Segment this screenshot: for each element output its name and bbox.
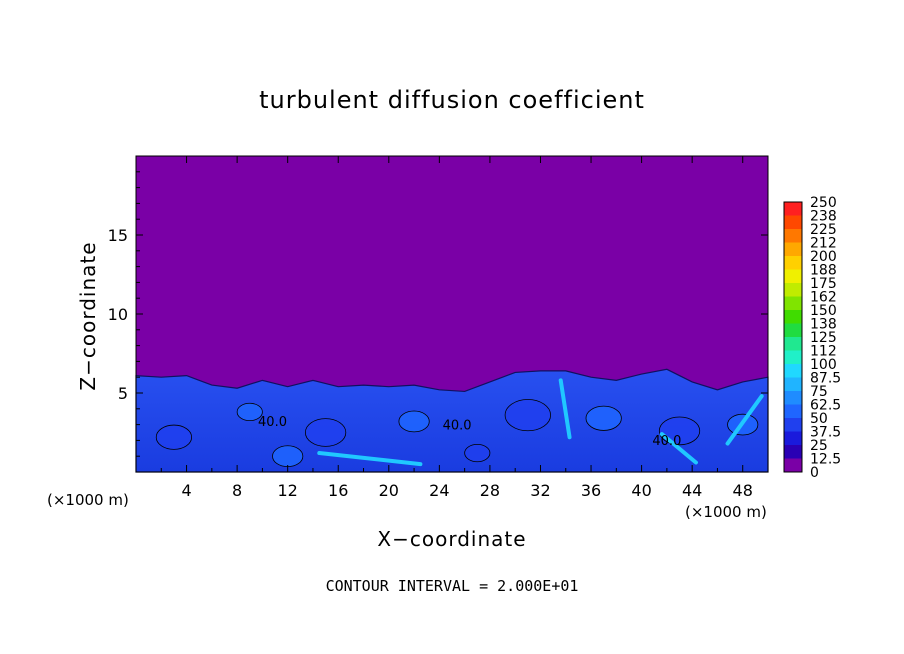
colorbar-label: 238 bbox=[810, 209, 837, 225]
colorbar-label: 200 bbox=[810, 249, 837, 265]
colorbar-swatch bbox=[784, 296, 802, 310]
high-value-streak bbox=[725, 394, 764, 446]
colorbar-swatch bbox=[784, 418, 802, 432]
x-tick-label: 4 bbox=[181, 481, 191, 500]
contour-label: 40.0 bbox=[652, 434, 681, 449]
contour-blob bbox=[464, 443, 491, 463]
colorbar-label: 62.5 bbox=[810, 398, 841, 414]
colorbar-label: 75 bbox=[810, 384, 828, 400]
colorbar-swatch bbox=[784, 310, 802, 324]
colorbar-label: 37.5 bbox=[810, 425, 841, 441]
colorbar-swatch bbox=[784, 202, 802, 216]
colorbar-swatch bbox=[784, 337, 802, 351]
x-tick-label: 36 bbox=[581, 481, 601, 500]
colorbar-swatch bbox=[784, 256, 802, 270]
contour-blob bbox=[155, 424, 193, 450]
colorbar-swatch bbox=[784, 445, 802, 459]
x-axis-label: X−coordinate bbox=[377, 527, 527, 551]
colorbar-label: 112 bbox=[810, 344, 837, 360]
x-tick-label: 24 bbox=[429, 481, 449, 500]
colorbar-swatch bbox=[784, 391, 802, 405]
high-value-streak bbox=[659, 432, 698, 465]
colorbar-swatch bbox=[784, 377, 802, 391]
colorbar-swatch bbox=[784, 404, 802, 418]
colorbar-label: 125 bbox=[810, 330, 837, 346]
colorbar-label: 212 bbox=[810, 236, 837, 252]
chart-title: turbulent diffusion coefficient bbox=[259, 86, 645, 114]
y-tick-label: 5 bbox=[118, 384, 128, 403]
colorbar-swatch bbox=[784, 269, 802, 283]
x-unit-label-right: (×1000 m) bbox=[685, 503, 767, 521]
contour-blob bbox=[585, 405, 622, 431]
contour-blob bbox=[504, 399, 551, 432]
colorbar-swatch bbox=[784, 350, 802, 364]
colorbar-label: 25 bbox=[810, 438, 828, 454]
colorbar-label: 138 bbox=[810, 317, 837, 333]
colorbar-label: 175 bbox=[810, 276, 837, 292]
high-value-streak bbox=[317, 451, 423, 467]
contour-blob bbox=[304, 418, 347, 447]
colorbar-label: 0 bbox=[810, 465, 819, 481]
colorbar-swatch bbox=[784, 283, 802, 297]
x-tick-label: 8 bbox=[232, 481, 242, 500]
x-tick-label: 28 bbox=[480, 481, 500, 500]
y-tick-label: 15 bbox=[108, 226, 128, 245]
colorbar-label: 50 bbox=[810, 411, 828, 427]
contour-label: 40.0 bbox=[258, 415, 287, 430]
colorbar-swatch bbox=[784, 323, 802, 337]
high-value-streak bbox=[558, 378, 572, 440]
colorbar-swatch bbox=[784, 229, 802, 243]
contour-label: 40.0 bbox=[443, 418, 472, 433]
contour-blob bbox=[236, 402, 263, 422]
x-tick-label: 48 bbox=[733, 481, 753, 500]
y-tick-label: 10 bbox=[108, 305, 128, 324]
colorbar-label: 87.5 bbox=[810, 371, 841, 387]
colorbar-label: 188 bbox=[810, 263, 837, 279]
plot-area: 40.0 40.0 40.0 bbox=[135, 156, 769, 473]
colorbar-swatch bbox=[784, 215, 802, 229]
colorbar-swatch bbox=[784, 431, 802, 445]
y-axis-label: Z−coordinate bbox=[76, 241, 100, 391]
colorbar-swatch bbox=[784, 242, 802, 256]
colorbar-label: 162 bbox=[810, 290, 837, 306]
colorbar-label: 225 bbox=[810, 222, 837, 238]
x-tick-label: 40 bbox=[631, 481, 651, 500]
x-tick-label: 32 bbox=[530, 481, 550, 500]
colorbar-swatch bbox=[784, 458, 802, 472]
colorbar-label: 250 bbox=[810, 195, 837, 211]
contour-interval-note: CONTOUR INTERVAL = 2.000E+01 bbox=[325, 577, 579, 595]
x-unit-label-left: (×1000 m) bbox=[47, 491, 129, 509]
colorbar-label: 150 bbox=[810, 303, 837, 319]
colorbar-label: 12.5 bbox=[810, 452, 841, 468]
contour-blob bbox=[272, 445, 304, 468]
x-tick-label: 12 bbox=[278, 481, 298, 500]
contour-blob bbox=[398, 410, 430, 433]
colorbar-frame bbox=[783, 201, 803, 473]
colorbar: 012.52537.55062.57587.510011212513815016… bbox=[783, 195, 841, 481]
x-tick-label: 20 bbox=[379, 481, 399, 500]
x-tick-label: 16 bbox=[328, 481, 348, 500]
x-tick-label: 44 bbox=[682, 481, 702, 500]
colorbar-swatch bbox=[784, 364, 802, 378]
colorbar-label: 100 bbox=[810, 357, 837, 373]
